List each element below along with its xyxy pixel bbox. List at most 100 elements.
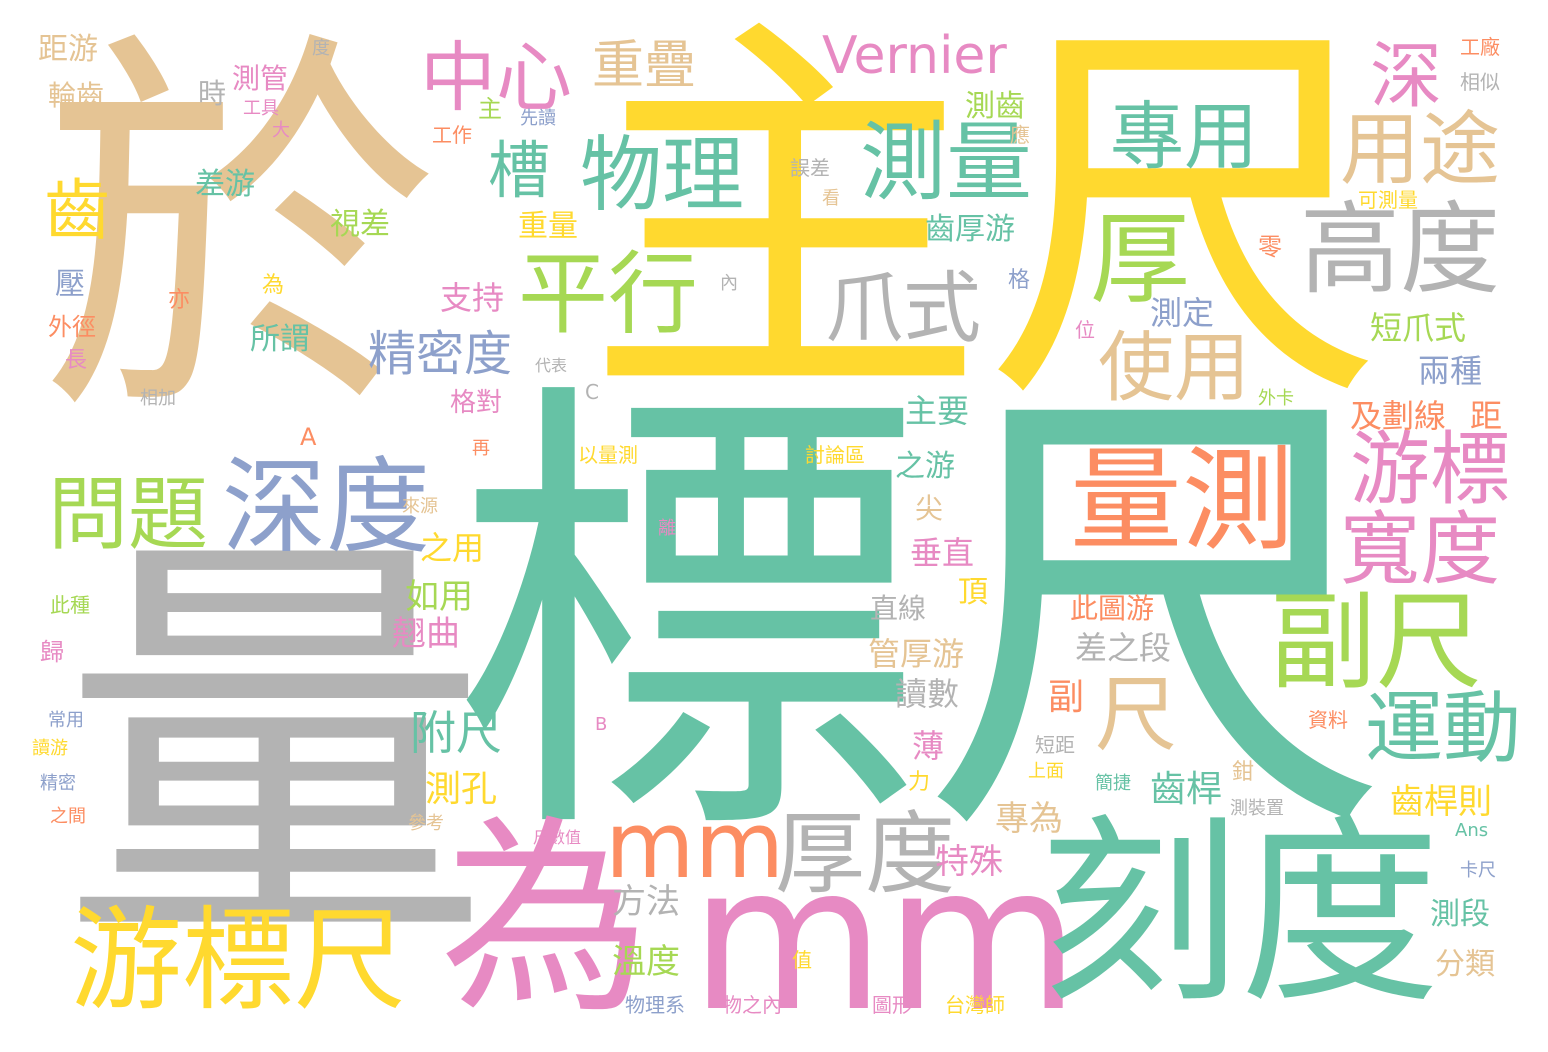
word: 重疊 <box>592 36 697 96</box>
word: 方法 <box>612 882 680 922</box>
word: 測孔 <box>425 769 498 810</box>
word: 尺數值 <box>533 828 582 847</box>
word: 主 <box>478 95 502 123</box>
word: 深 <box>1370 34 1443 118</box>
word: 測量 <box>860 113 1032 213</box>
word: 測管 <box>232 62 289 95</box>
word: 之用 <box>420 529 485 567</box>
word: 內 <box>720 273 738 294</box>
word: 齒桿 <box>1150 769 1223 810</box>
word: 分類 <box>1435 947 1495 982</box>
word: 問題 <box>48 468 208 561</box>
word: A <box>300 423 317 451</box>
word: 專用 <box>1110 94 1258 180</box>
word: 高度 <box>1300 191 1500 308</box>
word: mm <box>605 792 785 899</box>
word: 相加 <box>140 388 176 409</box>
word: 距 <box>1470 397 1503 435</box>
word: 游標尺 <box>70 896 406 1026</box>
word: 位 <box>1075 318 1095 342</box>
word: 讀游 <box>32 738 68 759</box>
word: 台灣師 <box>945 993 1005 1017</box>
word: 薄 <box>912 727 945 765</box>
word: 短爪式 <box>1370 309 1467 347</box>
word: 寬度 <box>1340 503 1500 596</box>
word: 精密度 <box>368 326 513 382</box>
word: 管厚游 <box>868 635 965 673</box>
word: 槽 <box>488 134 551 207</box>
word: 副尺 <box>1270 581 1482 704</box>
word: 簡捷 <box>1095 773 1131 794</box>
word: 先讀 <box>520 108 556 129</box>
word: 量測 <box>1070 436 1294 566</box>
word: 翹曲 <box>392 614 460 654</box>
word: 標尺 <box>452 346 1392 893</box>
word: 圖形 <box>872 993 912 1017</box>
word: 力 <box>908 770 931 795</box>
word: 參考 <box>408 813 444 834</box>
word: 之間 <box>50 806 86 827</box>
word: 厚 <box>1090 201 1190 318</box>
word: 所謂 <box>250 322 310 357</box>
word: 主要 <box>905 392 970 430</box>
word: 中心 <box>420 33 572 122</box>
word: 歸 <box>40 638 64 666</box>
word: 亦 <box>168 288 191 313</box>
word: 離 <box>658 518 676 539</box>
word: 格 <box>1008 268 1031 293</box>
word: 深度 <box>222 446 431 568</box>
word: 尖 <box>915 492 944 525</box>
word: 物之內 <box>722 993 782 1017</box>
word: 來源 <box>402 496 438 517</box>
word: 及劃線 <box>1350 397 1447 435</box>
word: Ans <box>1455 820 1489 841</box>
word: 讀數 <box>895 675 960 713</box>
word: 此種 <box>50 593 90 617</box>
word: 度 <box>312 38 330 59</box>
word: 之游 <box>895 449 955 484</box>
word: 尺 <box>1095 668 1178 763</box>
word: 輪齒 <box>48 79 105 112</box>
word: C <box>585 380 599 404</box>
word: 外卡 <box>1258 388 1294 409</box>
word: 為 <box>440 797 651 1042</box>
word: 零 <box>1258 233 1282 261</box>
word: 差之段 <box>1075 629 1172 667</box>
word: 使用 <box>1098 323 1250 412</box>
word: 平行 <box>518 242 698 347</box>
word: 差游 <box>195 167 255 202</box>
word: 應 <box>1010 123 1030 147</box>
word: 大 <box>272 120 290 141</box>
word: 厚度 <box>775 802 955 907</box>
word: 可測量 <box>1358 188 1418 212</box>
word: 工作 <box>432 123 472 147</box>
word: 上面 <box>1028 761 1064 782</box>
word: 此圖游 <box>1070 592 1155 625</box>
word: 誤差 <box>790 156 830 180</box>
word: 距游 <box>38 32 98 67</box>
word: 運動 <box>1365 684 1522 774</box>
word: 常用 <box>48 710 84 731</box>
word: 格對 <box>450 388 503 418</box>
word: 卡尺 <box>1460 860 1496 881</box>
word: 討論區 <box>805 443 865 467</box>
word: 工具 <box>243 98 279 119</box>
word: 刻度 <box>1040 798 1441 1031</box>
word: 垂直 <box>910 534 975 572</box>
word: 為 <box>262 273 285 298</box>
word: 以量測 <box>578 443 638 467</box>
word: 如用 <box>405 577 473 617</box>
word: 再 <box>472 438 490 459</box>
word: 短距 <box>1035 733 1075 757</box>
word: 測裝置 <box>1230 798 1284 819</box>
word: 副 <box>1048 677 1085 718</box>
word: 溫度 <box>612 942 680 982</box>
word: 重量 <box>518 209 578 244</box>
word: 爪式 <box>825 264 982 354</box>
word: 時 <box>198 77 227 110</box>
word: 相似 <box>1460 70 1500 94</box>
word: Vernier <box>822 26 1007 86</box>
word: 物理系 <box>625 993 685 1017</box>
word: 兩種 <box>1418 352 1483 390</box>
